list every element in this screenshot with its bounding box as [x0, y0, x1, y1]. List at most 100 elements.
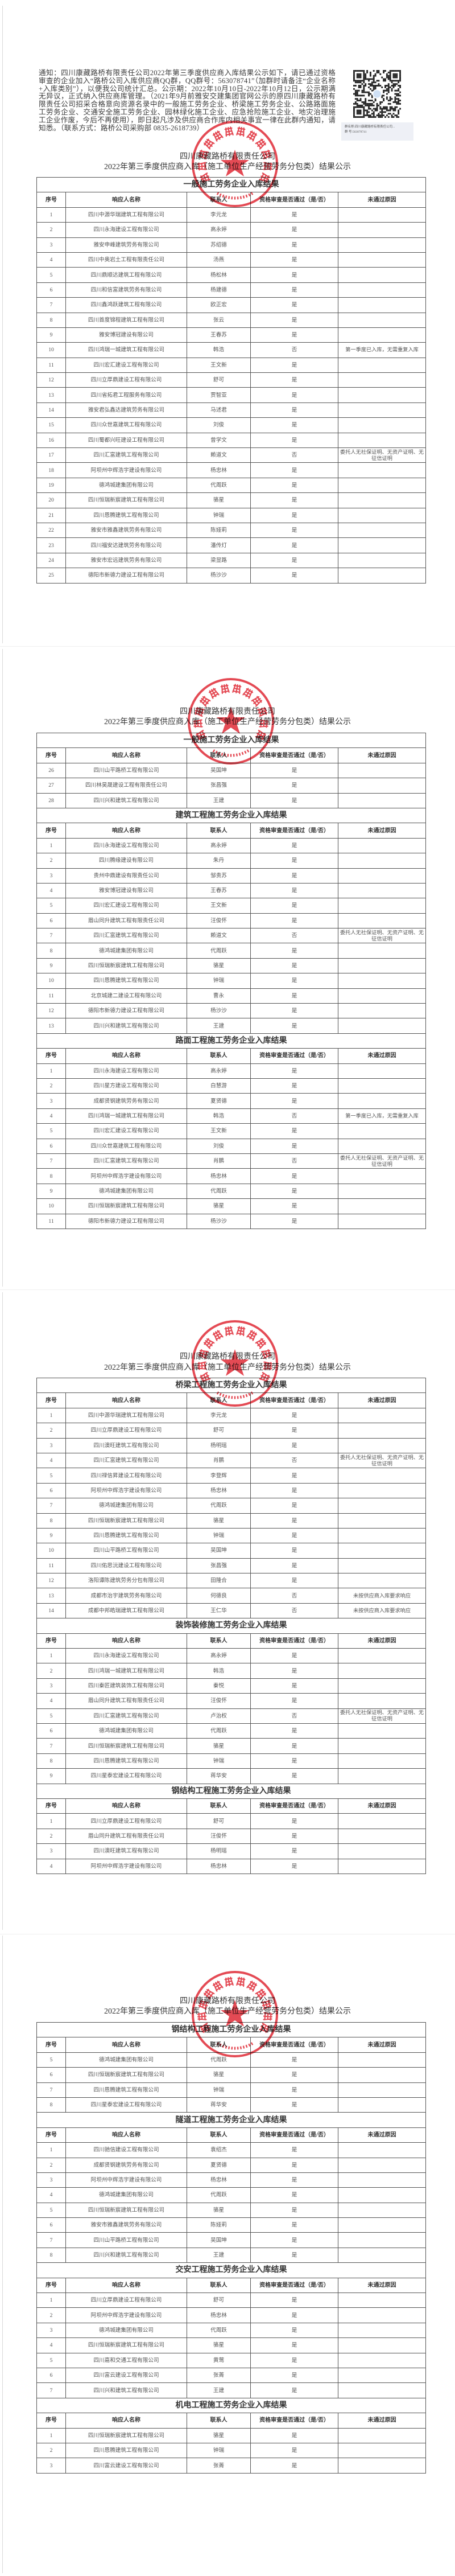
cell-reason — [337, 1768, 427, 1784]
cell-company-name: 北京城建二建设工程有限公司 — [65, 988, 187, 1004]
cell-passed: 是 — [250, 2067, 338, 2083]
col-header-passed: 资格审查是否通过（是/否） — [250, 1048, 338, 1064]
table-row: 11 德阳市新德力建设工程有限公司 杨沙沙是 — [36, 1213, 427, 1229]
table-row: 5 四川汇富建筑工程有限公司 卢治权否委托人无社保证明、无资产证明、无征信证明 — [36, 1708, 427, 1724]
cell-reason — [337, 387, 427, 403]
cell-passed: 是 — [250, 282, 338, 298]
page-edge — [2, 649, 3, 1287]
cell-reason — [337, 252, 427, 268]
cell-index: 3 — [36, 1093, 66, 1109]
cell-company-name: 四川鸿瑞一城建筑工程有限公司 — [65, 1108, 187, 1124]
cell-passed: 是 — [250, 252, 338, 268]
cell-company-name: 德阳市新德力建设工程有限公司 — [65, 568, 187, 584]
table-row: 6 眉山同升建筑工程有限责任公司 汪俊怀是 — [36, 913, 427, 929]
cell-passed: 是 — [250, 2082, 338, 2098]
cell-reason — [337, 477, 427, 494]
cell-contact: 杨忠林 — [187, 1168, 251, 1184]
cell-passed: 是 — [250, 312, 338, 328]
col-header-reason: 未通过原因 — [337, 1048, 427, 1064]
col-header-reason: 未通过原因 — [337, 1633, 427, 1649]
cell-reason — [338, 2292, 426, 2308]
cell-contact: 苏绍德 — [187, 237, 251, 253]
table-row: 4 眉山同升建筑工程有限责任公司 汪俊怀是 — [36, 1693, 427, 1709]
cell-company-name: 成都贤钢建筑劳务有限公司 — [65, 2157, 187, 2173]
cell-index: 8 — [36, 1513, 66, 1529]
cell-reason — [338, 2187, 426, 2203]
cell-passed: 是 — [250, 387, 338, 403]
cell-contact: 汪俊怀 — [187, 913, 251, 929]
cell-contact: 舒可 — [187, 2292, 251, 2308]
cell-company-name: 四川永海建设工程有限公司 — [65, 837, 187, 854]
cell-company-name: 四川中源华瑞建筑工程有限公司 — [65, 207, 187, 223]
cell-index: 3 — [36, 2172, 66, 2188]
cell-contact: 王文新 — [187, 357, 251, 373]
cell-index: 6 — [36, 2217, 66, 2233]
cell-contact: 朱丹 — [187, 853, 251, 869]
table-row: 8 四川星泰宏建设工程有限公司 蒋华安是 — [36, 2097, 426, 2113]
cell-index: 7 — [36, 1153, 66, 1169]
cell-contact: 曹永 — [187, 988, 251, 1004]
cell-company-name: 四川立厚鼎建设工程有限公司 — [65, 1813, 187, 1829]
col-header-contact: 联系人 — [187, 2037, 251, 2053]
table-row: 9 四川恒瑞新宸建筑工程有限公司 骆星是 — [36, 958, 427, 974]
table-row: 9 四川星泰宏建设工程有限公司 蒋华安是 — [36, 1768, 427, 1784]
cell-passed: 是 — [250, 2427, 338, 2443]
cell-passed: 是 — [250, 1138, 338, 1154]
cell-company-name: 四川宏汇建设工程有限公司 — [65, 357, 187, 373]
cell-company-name: 四川恩腾建筑工程有限公司 — [65, 2082, 187, 2098]
cell-passed: 是 — [250, 357, 338, 373]
cell-reason — [337, 522, 427, 539]
table-header-row: 序号 响应人名称 联系人 资格审查是否通过（是/否） 未通过原因 — [36, 2277, 426, 2294]
cell-index: 2 — [36, 1423, 66, 1439]
col-header-passed: 资格审查是否通过（是/否） — [250, 1392, 338, 1408]
cell-index: 12 — [36, 1003, 66, 1019]
cell-reason: 委托人无社保证明、无资产证明、无征信证明 — [337, 1452, 427, 1469]
table-row: 23 四川福安达建筑劳务有限公司 潘传灯是 — [36, 537, 427, 553]
cell-reason — [337, 327, 427, 343]
table-row: 7 四川恒瑞新宸建筑工程有限公司 骆星是 — [36, 1738, 427, 1754]
cell-company-name: 眉山同升建筑工程有限责任公司 — [65, 913, 187, 929]
table-row: 8 德鸿城建集团有限公司 代周跃是 — [36, 943, 427, 959]
cell-index: 7 — [36, 1498, 66, 1514]
cell-index: 20 — [36, 492, 66, 508]
cell-index: 23 — [36, 537, 66, 553]
cell-passed: 是 — [250, 762, 338, 779]
cell-index: 4 — [36, 1858, 66, 1874]
cell-index: 10 — [36, 342, 66, 358]
cell-company-name: 四川众世嘉建筑工程有限公司 — [65, 417, 187, 433]
cell-company-name: 雅安市雅鑫建筑劳务有限公司 — [65, 522, 187, 539]
cell-company-name: 四川兴和建筑工程有限公司 — [65, 792, 187, 808]
col-header-contact: 联系人 — [187, 2277, 251, 2294]
col-header-name: 响应人名称 — [65, 1048, 187, 1064]
cell-reason — [337, 297, 427, 313]
cell-passed: 是 — [250, 2292, 338, 2308]
cell-index: 6 — [36, 2367, 66, 2384]
cell-passed: 是 — [250, 2142, 338, 2158]
col-header-index: 序号 — [36, 2037, 66, 2053]
table-row: 14 雅安君弘鑫达建筑劳务有限公司 马述君是 — [36, 402, 427, 418]
cell-index: 5 — [36, 1123, 66, 1139]
cell-company-name: 阿坝州中辉浩宇建设有限公司 — [65, 1858, 187, 1874]
cell-contact: 骆星 — [187, 2337, 251, 2353]
col-header-index: 序号 — [36, 747, 66, 763]
cell-index: 2 — [36, 222, 66, 238]
table-row: 8 四川兴和建筑工程有限公司 王建是 — [36, 2247, 426, 2263]
cell-company-name: 四川山平路桥工程有限公司 — [65, 2232, 187, 2248]
table-row: 1 四川恒瑞新宸建筑工程有限公司 骆星是 — [36, 2427, 426, 2443]
cell-company-name: 眉山同升建筑工程有限责任公司 — [65, 1828, 187, 1844]
table-row: 11 四川宏汇建设工程有限公司 王文新是 — [36, 357, 427, 373]
col-header-name: 响应人名称 — [65, 1798, 187, 1814]
cell-passed: 否 — [250, 1108, 338, 1124]
cell-reason — [338, 2382, 426, 2398]
cell-contact: 陈娅莉 — [187, 522, 251, 539]
cell-contact: 舒可 — [187, 372, 251, 388]
cell-contact: 黄莺 — [187, 2352, 251, 2368]
cell-reason — [338, 2097, 426, 2113]
table-row: 6 四川恒瑞新宸建筑工程有限公司 骆星是 — [36, 2067, 426, 2083]
qr-code-icon — [353, 70, 401, 118]
col-header-passed: 资格审查是否通过（是/否） — [250, 2277, 338, 2294]
cell-contact: 韩浩 — [187, 1663, 251, 1679]
table-row: 5 四川宏汇建设工程有限公司 王文新是 — [36, 1123, 427, 1139]
col-header-reason: 未通过原因 — [337, 747, 427, 763]
table-row: 4 四川汇富建筑工程有限公司 肖鹏否委托人无社保证明、无资产证明、无征信证明 — [36, 1452, 427, 1469]
